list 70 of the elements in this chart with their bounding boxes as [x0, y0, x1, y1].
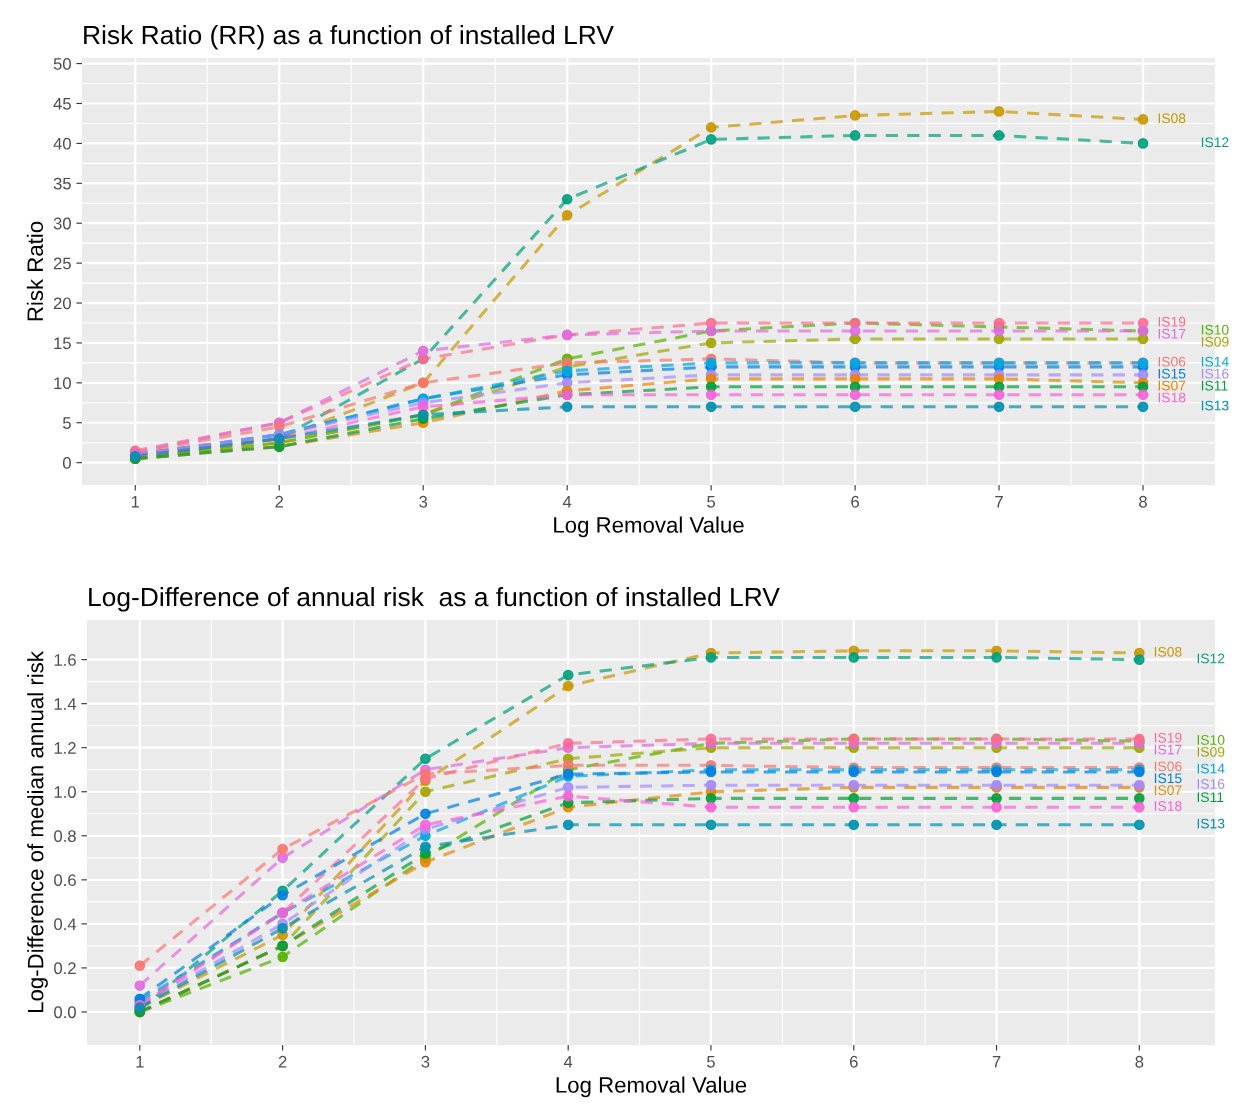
text: IS09: [1197, 746, 1225, 757]
y-tick-label: 0.8: [54, 830, 76, 843]
x-tick-label: 8: [1139, 495, 1147, 508]
y-tick-label: 10: [54, 377, 71, 390]
series-label: IS08: [1154, 646, 1182, 657]
x-tick-label: 7: [995, 496, 1003, 508]
y-tick-label: 5: [62, 417, 71, 429]
y-tick-label: 40: [53, 137, 71, 150]
chart-title: Log-Difference of annual risk as a function of installed LRV: [89, 586, 780, 612]
x-tick-label: 5: [707, 1056, 715, 1068]
x-tick-label: 6: [851, 495, 859, 508]
series-label: IS17: [1154, 744, 1182, 755]
y-tick-label: 20: [53, 297, 71, 310]
y-tick-label: 0: [62, 457, 71, 469]
text: IS10: [1197, 735, 1225, 745]
x-tick-label: 4: [563, 1056, 573, 1068]
y-tick-label: 0.6: [54, 874, 76, 887]
text: IS13: [1201, 400, 1229, 411]
series-label: IS06: [1158, 356, 1186, 367]
series-label: IS19: [1158, 316, 1186, 327]
x-tick-label: 4: [562, 496, 572, 508]
y-tick-label: 25: [53, 257, 71, 270]
x-tick-label: 5: [707, 496, 716, 508]
series-label: IS15: [1158, 368, 1186, 379]
y-tick-label: 0.4: [54, 918, 77, 931]
x-axis-title: Log Removal Value: [554, 516, 744, 538]
x-tick-label: 2: [275, 495, 284, 508]
x-tick-label: 2: [278, 1055, 287, 1068]
y-tick-label: 1.0: [54, 786, 76, 798]
series-label: IS06: [1154, 761, 1182, 772]
series-label: IS07: [1158, 380, 1186, 391]
x-tick-label: 7: [992, 1056, 1001, 1068]
series-label: IS18: [1158, 392, 1186, 403]
y-tick-label: 30: [53, 217, 71, 230]
y-tick-label: 15: [54, 337, 71, 350]
x-tick-label: 8: [1135, 1055, 1144, 1068]
y-axis-title: Log-Difference of median annual risk: [27, 651, 48, 1013]
x-tick-label: 6: [849, 1055, 858, 1068]
y-tick-label: 0.2: [54, 962, 76, 975]
text: IS14: [1197, 763, 1225, 774]
chart-title: Risk Ratio (RR) as a function of installed LRV: [84, 24, 614, 50]
x-axis-title: Log Removal Value: [556, 1076, 747, 1098]
series-label: IS07: [1154, 785, 1182, 796]
series-label: IS18: [1154, 801, 1182, 811]
text: IS12: [1201, 137, 1229, 148]
x-tick-label: 1: [131, 496, 140, 508]
text: IS10: [1201, 324, 1229, 335]
y-axis-title: Risk Ratio: [26, 221, 44, 321]
y-tick-label: 1.2: [54, 742, 76, 754]
y-tick-label: 50: [53, 57, 71, 70]
y-tick-label: 45: [53, 98, 71, 110]
text: IS09: [1201, 336, 1229, 347]
y-tick-label: 0.0: [54, 1006, 76, 1019]
y-tick-label: 1.6: [54, 654, 76, 666]
x-tick-label: 3: [421, 1055, 430, 1068]
x-tick-label: 3: [419, 495, 428, 508]
text: IS16: [1197, 779, 1225, 789]
y-tick-label: 35: [53, 177, 71, 190]
text: IS11: [1201, 380, 1228, 391]
text: IS13: [1197, 818, 1225, 829]
series-label: IS15: [1154, 773, 1182, 784]
text: IS12: [1197, 653, 1225, 664]
text: IS14: [1201, 356, 1229, 367]
series-label: IS08: [1158, 113, 1186, 124]
series-label: IS17: [1158, 328, 1186, 339]
x-tick-label: 1: [136, 1056, 144, 1068]
text: IS16: [1201, 368, 1229, 379]
series-label: IS19: [1154, 732, 1182, 743]
text: IS11: [1197, 792, 1224, 803]
y-tick-label: 1.4: [54, 698, 77, 710]
